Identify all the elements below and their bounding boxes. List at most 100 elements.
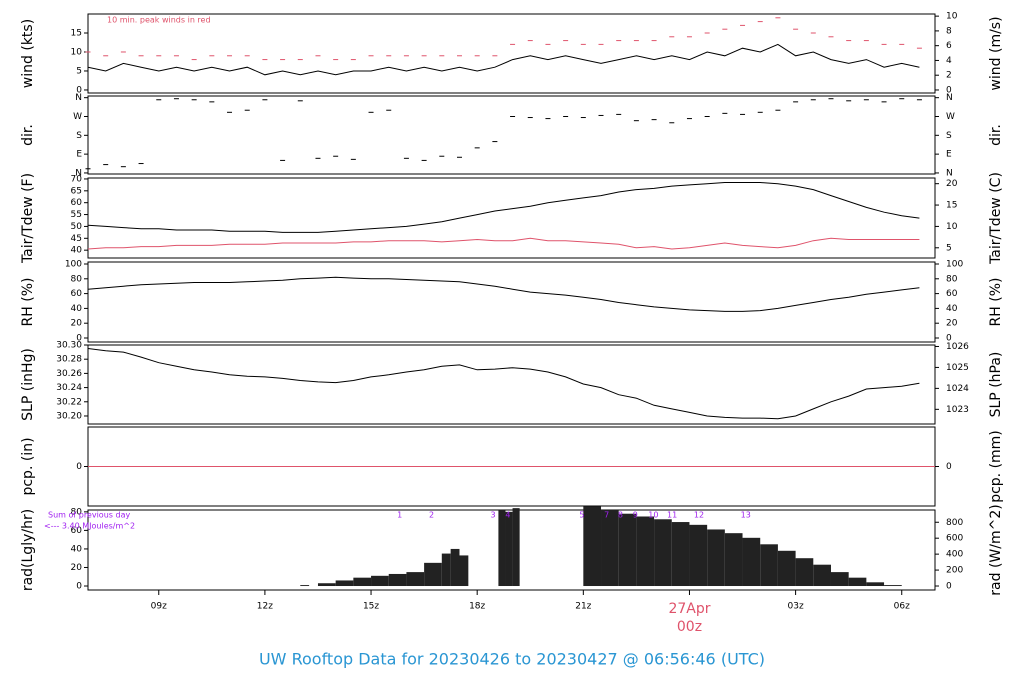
y-tick-label: 60 [71,289,83,299]
data-line [87,43,920,76]
rad-bar [795,558,814,587]
y-tick-label: 0 [76,582,82,592]
y-tick-label: E [76,150,82,160]
y-tick-label: W [73,112,82,122]
y-tick-label: 80 [71,274,83,284]
y-tick-label: 20 [71,563,83,573]
rad-bar [300,585,310,587]
y-tick-label: 60 [71,526,83,536]
y2-axis-label: RH (%) [988,278,1004,327]
rad-bar [441,553,451,587]
hour-marker: 13 [741,511,751,520]
y-axis-label: SLP (inHg) [20,348,36,421]
y-axis-label: pcp. (in) [20,437,36,495]
y-tick-label: 10 [71,47,83,57]
y2-tick-label: 8 [946,26,952,36]
y2-tick-label: 0 [946,462,952,472]
y2-tick-label: W [946,112,955,122]
rad-bar [388,573,407,587]
y2-tick-label: 0 [946,85,952,95]
y2-axis-label: dir. [988,124,1004,146]
rad-bar [777,550,796,587]
y-tick-label: 70 [71,174,83,184]
y-axis-label: rad(Lgly/hr) [20,509,36,591]
rad-bar [371,575,389,587]
y2-tick-label: 400 [946,550,963,560]
rad-bar [601,510,619,587]
rad-bar [654,519,672,587]
y-tick-label: N [75,93,82,103]
rad-bar [848,577,867,587]
rad-bar [498,510,506,587]
y2-tick-label: E [946,150,952,160]
y2-tick-label: 40 [946,304,958,314]
rad-bar [724,533,743,587]
y2-tick-label: 15 [946,201,957,211]
y-tick-label: 100 [65,259,82,269]
y2-tick-label: 20 [946,319,958,329]
y2-tick-label: 1023 [946,405,969,415]
y-axis-label: Tair/Tdew (F) [20,173,36,264]
y2-tick-label: 0 [946,334,952,344]
x-tick-label: 00z [677,619,702,635]
rad-bar [707,529,725,587]
y-tick-label: 15 [71,28,82,38]
x-tick-label: 21z [575,602,591,612]
data-line [87,237,920,250]
y2-axis-label: rad (W/m^2) [988,504,1004,595]
y2-tick-label: S [946,131,952,141]
rad-bar [866,582,885,587]
y2-tick-label: 100 [946,259,963,269]
y2-axis-label: wind (m/s) [988,16,1004,90]
rad-bar [689,524,708,587]
y-tick-label: 30.30 [56,341,82,351]
y-tick-label: 60 [71,198,83,208]
y2-tick-label: N [946,168,953,178]
y2-tick-label: N [946,93,953,103]
rad-bar [830,572,849,587]
y2-tick-label: 5 [946,243,952,253]
rad-bar [636,516,655,587]
x-tick-label: 12z [257,602,273,612]
y2-axis-label: pcp. (mm) [988,430,1004,503]
hour-marker: 7 [604,511,609,520]
y-tick-label: 30.24 [56,383,82,393]
y-tick-label: 30.20 [56,411,82,421]
data-line [87,182,920,233]
rad-bar [583,506,602,587]
x-tick-label: 09z [151,602,167,612]
hour-marker: 8 [618,511,623,520]
rad-bar [760,544,778,587]
x-tick-label: 03z [788,602,804,612]
y2-axis-label: Tair/Tdew (C) [988,172,1004,265]
y2-tick-label: 80 [946,274,958,284]
y2-tick-label: 800 [946,518,963,528]
y-tick-label: 20 [71,319,83,329]
y-tick-label: 65 [71,186,82,196]
x-tick-label: 15z [363,602,379,612]
hour-marker: 3 [491,511,496,520]
y2-tick-label: 6 [946,41,952,51]
x-tick-label: 18z [469,602,485,612]
y2-tick-label: 1026 [946,342,969,352]
rad-bar [317,583,336,587]
y2-tick-label: 2 [946,71,952,81]
x-tick-label: 06z [894,602,910,612]
rad-bar [459,555,469,587]
hour-marker: 4 [505,511,510,520]
y2-tick-label: 60 [946,289,958,299]
y2-tick-label: 4 [946,56,952,66]
rad-bar [671,522,690,587]
rad-bar [450,548,460,587]
y-tick-label: 30.28 [56,355,82,365]
y2-tick-label: 600 [946,534,963,544]
y2-tick-label: 10 [946,12,958,22]
y-axis-label: dir. [20,124,36,146]
rad-bar [335,580,354,587]
rad-bar [618,513,637,587]
hour-marker: 2 [429,511,434,520]
y-tick-label: 40 [71,246,83,256]
annotation: Sum of previous day [48,511,130,520]
